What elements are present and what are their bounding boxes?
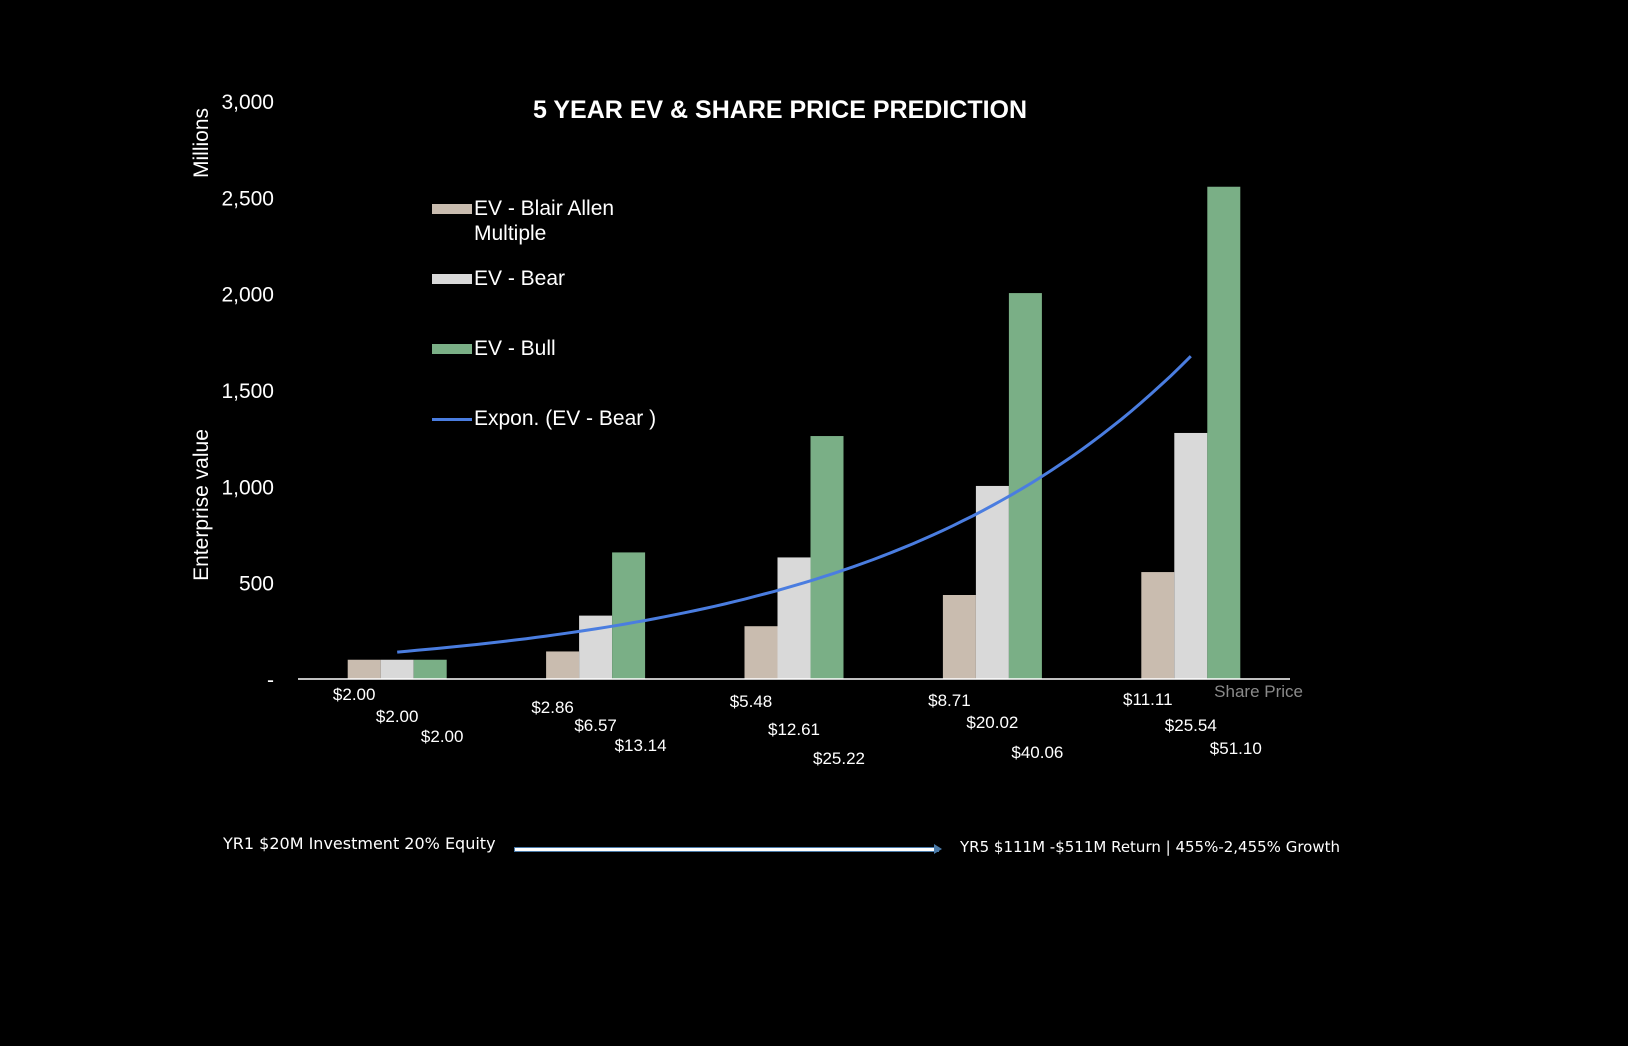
data-label: $40.06 xyxy=(1011,743,1063,762)
bar xyxy=(380,659,414,679)
footer-arrow-head xyxy=(934,844,942,854)
legend-label-trend: Expon. (EV - Bear ) xyxy=(474,407,657,430)
footer-return-text: YR5 $111M -$511M Return | 455%-2,455% Gr… xyxy=(960,838,1340,856)
data-label: $2.00 xyxy=(376,707,419,726)
legend-label-bear: EV - Bear xyxy=(474,267,566,290)
y-axis-label: Enterprise value xyxy=(190,429,213,581)
y-tick-label: 500 xyxy=(239,573,274,596)
bar xyxy=(942,594,976,679)
bar xyxy=(413,659,447,679)
bar xyxy=(810,436,844,679)
x-axis-label: Share Price xyxy=(1214,682,1303,701)
data-label: $20.02 xyxy=(966,713,1018,732)
legend-item-trend: Expon. (EV - Bear ) xyxy=(432,406,694,431)
bar xyxy=(546,651,580,679)
trendline-expon-bear xyxy=(397,355,1192,654)
legend-label-bull: EV - Bull xyxy=(474,337,556,360)
data-label: $5.48 xyxy=(730,692,773,711)
y-tick-label: - xyxy=(267,669,274,692)
data-label: $6.57 xyxy=(574,716,617,735)
data-label: $11.11 xyxy=(1123,690,1172,709)
y-tick-label: 2,000 xyxy=(221,284,274,307)
data-label: $13.14 xyxy=(615,736,667,755)
data-label: $2.86 xyxy=(531,698,574,717)
data-label: $51.10 xyxy=(1210,739,1262,758)
footer-arrow-line xyxy=(515,848,938,851)
bar xyxy=(1141,572,1175,679)
y-tick-label: 2,500 xyxy=(221,187,274,210)
legend-line-trend xyxy=(432,418,472,421)
y-unit-label: Millions xyxy=(190,108,213,178)
bar xyxy=(347,659,381,679)
chart-title: 5 YEAR EV & SHARE PRICE PREDICTION xyxy=(532,96,1028,124)
legend-label-blair: EV - Blair Allen Multiple xyxy=(474,197,615,245)
legend-swatch-bull xyxy=(432,344,472,354)
legend-item-bear: EV - Bear xyxy=(432,266,654,291)
y-tick-label: 1,500 xyxy=(221,380,274,403)
bar xyxy=(744,626,778,679)
y-tick-label: 3,000 xyxy=(221,91,274,114)
data-label: $8.71 xyxy=(928,691,971,710)
bar xyxy=(612,552,646,679)
bar xyxy=(579,615,613,679)
legend-swatch-bear xyxy=(432,274,472,284)
legend-item-bull: EV - Bull xyxy=(432,336,654,361)
data-label: $25.22 xyxy=(813,749,865,768)
bar xyxy=(1174,432,1208,679)
y-tick-label: 1,000 xyxy=(221,476,274,499)
data-label: $2.00 xyxy=(421,727,464,746)
legend-item-blair: EV - Blair Allen Multiple xyxy=(432,196,654,246)
bar xyxy=(777,557,811,679)
data-label: $25.54 xyxy=(1165,716,1217,735)
data-label: $2.00 xyxy=(333,685,376,704)
bar xyxy=(1207,186,1241,679)
legend-swatch-blair xyxy=(432,204,472,214)
bar xyxy=(975,485,1009,679)
data-label: $12.61 xyxy=(768,720,820,739)
footer-investment-text: YR1 $20M Investment 20% Equity xyxy=(223,834,496,853)
